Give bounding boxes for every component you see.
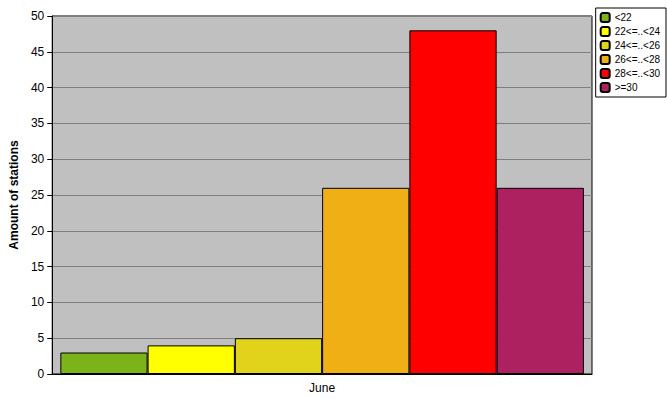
- svg-text:45: 45: [31, 45, 45, 59]
- svg-text:28<=..<30: 28<=..<30: [615, 68, 661, 79]
- svg-text:5: 5: [38, 331, 45, 345]
- svg-text:0: 0: [38, 367, 45, 381]
- svg-text:26<=..<28: 26<=..<28: [615, 54, 661, 65]
- svg-text:10: 10: [31, 295, 45, 309]
- svg-text:35: 35: [31, 116, 45, 130]
- svg-text:24<=..<26: 24<=..<26: [615, 40, 661, 51]
- svg-text:22<=..<24: 22<=..<24: [615, 26, 661, 37]
- svg-text:30: 30: [31, 152, 45, 166]
- svg-text:50: 50: [31, 9, 45, 23]
- svg-text:20: 20: [31, 224, 45, 238]
- svg-text:June: June: [309, 381, 335, 395]
- svg-text:Amount of stations: Amount of stations: [7, 140, 21, 250]
- svg-text:25: 25: [31, 188, 45, 202]
- svg-text:15: 15: [31, 260, 45, 274]
- svg-text:<22: <22: [615, 12, 632, 23]
- svg-text:40: 40: [31, 81, 45, 95]
- svg-text:>=30: >=30: [615, 82, 638, 93]
